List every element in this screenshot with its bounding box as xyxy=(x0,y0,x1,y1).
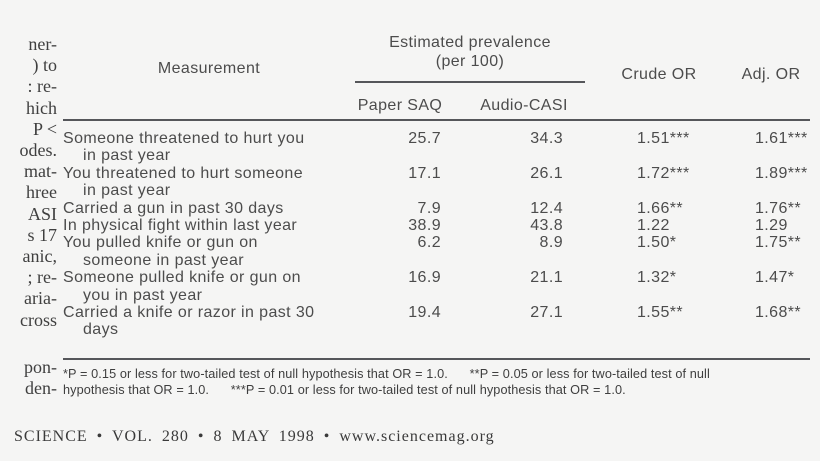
crude-or-value: 1.32* xyxy=(637,269,677,287)
article-fragment: ) to xyxy=(32,55,58,76)
spanner-line2: (per 100) xyxy=(435,53,505,70)
spanner-underline-rule xyxy=(355,81,585,83)
measurement-cell: Carried a gun in past 30 days xyxy=(63,200,355,217)
paper-saq-value: 17.1 xyxy=(408,164,441,182)
measurement-cell: You pulled knife or gun on someone in pa… xyxy=(63,234,355,269)
paper-saq-value: 38.9 xyxy=(408,217,441,235)
adj-or-value: 1.68** xyxy=(755,304,801,322)
article-fragment: : re- xyxy=(27,76,57,97)
audio-casi-value: 43.8 xyxy=(530,217,563,235)
article-fragment: aria- xyxy=(24,288,57,309)
crude-or-value: 1.66** xyxy=(637,199,683,217)
audio-casi-value: 27.1 xyxy=(530,304,563,322)
measurement-line1: Someone threatened to hurt you xyxy=(63,130,305,147)
article-fragment: cross xyxy=(20,309,57,330)
measurement-line2: days xyxy=(83,321,119,339)
crude-or-value: 1.22 xyxy=(637,217,670,235)
crude-or-value: 1.55** xyxy=(637,304,683,322)
article-fragment: ASI xyxy=(27,203,57,224)
measurement-line2: someone in past year xyxy=(83,251,244,269)
footnote-line1: *P = 0.15 or less for two-tailed test of… xyxy=(63,367,710,381)
article-fragment: ; re- xyxy=(27,267,57,288)
adj-or-value: 1.89*** xyxy=(755,164,808,182)
crude-or-value: 1.72*** xyxy=(637,164,690,182)
adj-or-value: 1.76** xyxy=(755,199,801,217)
measurement-cell: Carried a knife or razor in past 30 days xyxy=(63,304,355,339)
article-fragment: odes. xyxy=(19,140,58,161)
table-body: Someone threatened to hurt you in past y… xyxy=(63,121,810,358)
audio-casi-value: 8.9 xyxy=(539,234,563,252)
header-rule xyxy=(63,119,810,121)
adj-or-value: 1.75** xyxy=(755,234,801,252)
paper-saq-value: 7.9 xyxy=(417,199,441,217)
column-header-audio-casi: Audio-CASI xyxy=(480,97,568,114)
table-row: Carried a gun in past 30 days 7.9 12.4 1… xyxy=(63,200,810,217)
measurement-line1: Someone pulled knife or gun on xyxy=(63,269,301,287)
column-header-crude-or: Crude OR xyxy=(621,66,697,83)
measurement-line1: You threatened to hurt someone xyxy=(63,164,304,182)
measurement-line1: Carried a knife or razor in past 30 xyxy=(63,304,315,322)
column-header-adj-or: Adj. OR xyxy=(741,66,801,83)
measurement-cell: Someone threatened to hurt you in past y… xyxy=(63,130,355,165)
paper-saq-value: 19.4 xyxy=(408,304,441,322)
audio-casi-value: 21.1 xyxy=(530,269,563,287)
table-row: Someone pulled knife or gun on you in pa… xyxy=(63,269,810,304)
paper-saq-value: 25.7 xyxy=(408,130,441,147)
cutoff-article-column: ner- ) to : re- hich P < odes. mat- hree… xyxy=(0,34,58,399)
footnote-rule xyxy=(63,358,810,360)
adj-or-value: 1.47* xyxy=(755,269,795,287)
measurement-line2: you in past year xyxy=(83,286,203,304)
table-row: In physical fight within last year 38.9 … xyxy=(63,217,810,234)
measurement-line1: Carried a gun in past 30 days xyxy=(63,199,284,217)
article-fragment: mat- xyxy=(24,161,57,182)
measurement-line1: You pulled knife or gun on xyxy=(63,234,258,252)
adj-or-value: 1.29 xyxy=(755,217,788,235)
crude-or-value: 1.51*** xyxy=(637,130,690,147)
article-fragment: den- xyxy=(25,378,57,399)
table-row: You pulled knife or gun on someone in pa… xyxy=(63,234,810,269)
spanner-line1: Estimated prevalence xyxy=(389,34,551,51)
crude-or-value: 1.50* xyxy=(637,234,677,252)
column-group-header-estimated-prevalence: Estimated prevalence (per 100) xyxy=(355,33,585,71)
audio-casi-value: 12.4 xyxy=(530,199,563,217)
journal-footer: SCIENCE • VOL. 280 • 8 MAY 1998 • www.sc… xyxy=(14,428,495,445)
table-row: Carried a knife or razor in past 30 days… xyxy=(63,304,810,339)
article-fragment: ner- xyxy=(28,34,57,54)
table-footnotes: *P = 0.15 or less for two-tailed test of… xyxy=(63,366,815,398)
footnote-line2: hypothesis that OR = 1.0. ***P = 0.01 or… xyxy=(63,383,626,397)
audio-casi-value: 26.1 xyxy=(530,164,563,182)
article-fragment: anic, xyxy=(22,246,57,267)
measurement-line1: In physical fight within last year xyxy=(63,217,298,235)
column-header-paper-saq: Paper SAQ xyxy=(357,97,443,114)
article-fragment: pon- xyxy=(24,356,57,377)
table-row: Someone threatened to hurt you in past y… xyxy=(63,130,810,165)
audio-casi-value: 34.3 xyxy=(530,130,563,147)
measurement-line2: in past year xyxy=(83,182,171,200)
adj-or-value: 1.61*** xyxy=(755,130,808,147)
article-fragment: s 17 xyxy=(27,224,57,245)
paper-saq-value: 16.9 xyxy=(408,269,441,287)
column-header-measurement: Measurement xyxy=(157,60,261,77)
article-fragment: hree xyxy=(26,182,57,203)
paper-saq-value: 6.2 xyxy=(417,234,441,252)
article-fragment: P < xyxy=(33,118,57,139)
article-fragment: hich xyxy=(26,97,57,118)
table-row: You threatened to hurt someone in past y… xyxy=(63,165,810,200)
measurement-cell: Someone pulled knife or gun on you in pa… xyxy=(63,269,355,304)
measurement-line2: in past year xyxy=(83,147,171,165)
measurement-cell: You threatened to hurt someone in past y… xyxy=(63,165,355,200)
measurement-cell: In physical fight within last year xyxy=(63,217,355,234)
